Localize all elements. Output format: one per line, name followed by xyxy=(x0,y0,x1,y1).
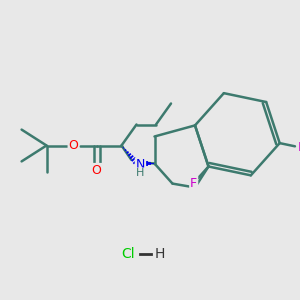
Text: H: H xyxy=(136,168,145,178)
Text: F: F xyxy=(298,141,300,154)
Text: F: F xyxy=(190,176,197,190)
Text: H: H xyxy=(154,247,165,260)
Text: Cl: Cl xyxy=(122,247,135,260)
Text: O: O xyxy=(92,164,101,177)
Text: N: N xyxy=(136,158,145,172)
Text: O: O xyxy=(69,139,78,152)
